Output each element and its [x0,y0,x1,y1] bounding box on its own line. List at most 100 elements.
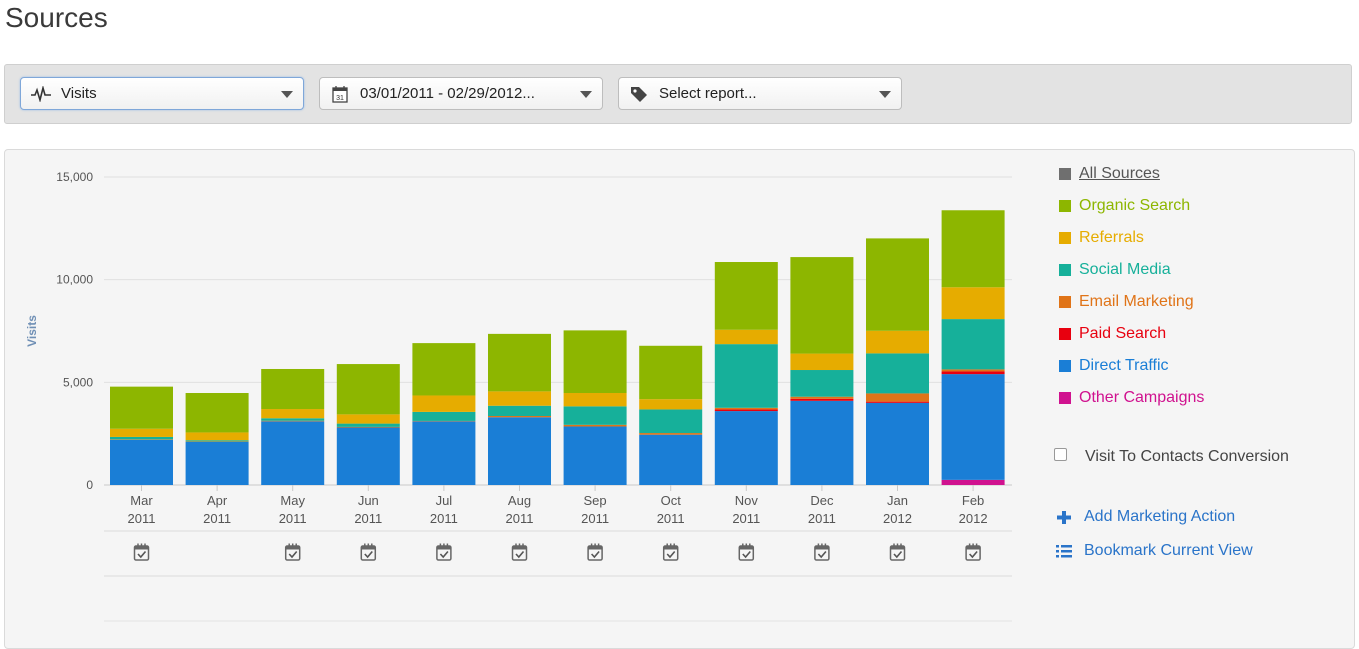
bar-segment-organic-search [564,330,627,393]
bar-segment-organic-search [942,210,1005,287]
legend-swatch [1059,232,1071,244]
legend-label: Referrals [1079,228,1144,248]
bar-segment-social-media [942,319,1005,369]
calendar-check-icon[interactable] [286,544,300,561]
bar-segment-direct-traffic [412,421,475,485]
bar-segment-organic-search [488,334,551,391]
x-tick-label-month: May [280,493,305,508]
calendar-check-icon[interactable] [891,544,905,561]
calendar-check-icon[interactable] [437,544,451,561]
x-tick-label-month: Feb [962,493,984,508]
legend-swatch [1059,200,1071,212]
bookmark-current-view-label: Bookmark Current View [1084,541,1253,561]
bar-segment-paid-search [942,371,1005,374]
legend-label: Paid Search [1079,324,1166,344]
bar-segment-email-marketing [337,427,400,428]
bar-segment-social-media [866,353,929,393]
x-tick-label-year: 2011 [279,511,307,526]
x-tick-label-year: 2011 [581,511,609,526]
x-tick-label-year: 2011 [354,511,382,526]
legend-swatch [1059,264,1071,276]
x-tick-label-year: 2011 [430,511,458,526]
bar-segment-social-media [790,370,853,397]
plus-icon [1056,509,1072,525]
x-tick-label-month: Sep [584,493,607,508]
calendar-check-icon[interactable] [664,544,678,561]
bar-segment-referrals [942,287,1005,319]
bar-segment-direct-traffic [564,426,627,485]
x-tick-label-month: Nov [735,493,759,508]
calendar-check-icon[interactable] [588,544,602,561]
x-tick-label-year: 2011 [506,511,534,526]
bar-segment-email-marketing [866,393,929,401]
bar-segment-direct-traffic [639,435,702,485]
bar-segment-organic-search [261,369,324,409]
x-tick-label-month: Dec [810,493,834,508]
y-tick-label: 0 [86,478,93,492]
x-tick-label-year: 2011 [732,511,760,526]
calendar-check-icon[interactable] [135,544,149,561]
bar-segment-direct-traffic [942,374,1005,480]
x-tick-label-year: 2011 [808,511,836,526]
bar-segment-referrals [110,429,173,437]
bar-segment-referrals [715,330,778,344]
x-tick-label-month: Mar [130,493,153,508]
x-tick-label-year: 2012 [959,511,988,526]
x-tick-label-month: Apr [207,493,228,508]
bar-segment-direct-traffic [261,421,324,485]
bar-segment-direct-traffic [110,440,173,485]
x-tick-label-year: 2011 [203,511,231,526]
x-tick-label-month: Aug [508,493,531,508]
x-tick-label-month: Jul [436,493,453,508]
bar-segment-organic-search [110,387,173,429]
bar-segment-email-marketing [942,369,1005,371]
calendar-check-icon[interactable] [739,544,753,561]
bar-segment-social-media [261,418,324,420]
bar-segment-direct-traffic [488,417,551,485]
bar-segment-email-marketing [715,408,778,410]
bar-segment-referrals [564,393,627,406]
legend-swatch [1059,360,1071,372]
calendar-check-icon[interactable] [815,544,829,561]
bar-segment-organic-search [412,343,475,395]
calendar-check-icon[interactable] [513,544,527,561]
bar-segment-direct-traffic [715,411,778,485]
calendar-check-icon[interactable] [966,544,980,561]
bar-segment-referrals [639,399,702,409]
bar-segment-referrals [337,414,400,423]
bar-segment-referrals [412,395,475,411]
y-tick-label: 10,000 [56,273,93,287]
bar-segment-direct-traffic [186,442,249,485]
bar-segment-social-media [110,437,173,439]
bar-segment-referrals [790,354,853,370]
legend-label: Social Media [1079,260,1171,280]
bar-segment-other-campaigns [942,480,1005,485]
bar-segment-organic-search [866,238,929,330]
bar-segment-direct-traffic [866,403,929,485]
bar-segment-paid-search [715,409,778,411]
bar-segment-paid-search [790,399,853,401]
x-tick-label-year: 2012 [883,511,912,526]
bar-segment-social-media [186,440,249,441]
bar-segment-paid-search [866,402,929,403]
legend-label: Organic Search [1079,196,1190,216]
conversion-checkbox[interactable] [1054,448,1067,461]
bar-segment-email-marketing [488,416,551,417]
legend-swatch [1059,168,1071,180]
y-axis-label: Visits [25,315,39,347]
x-tick-label-year: 2011 [657,511,685,526]
list-icon [1056,543,1072,559]
y-tick-label: 5,000 [63,375,93,389]
bar-segment-email-marketing [564,425,627,427]
bar-segment-referrals [866,331,929,354]
bar-segment-referrals [261,409,324,418]
bar-segment-organic-search [639,346,702,399]
x-tick-label-year: 2011 [128,511,156,526]
legend-swatch [1059,296,1071,308]
bar-segment-social-media [639,409,702,433]
bar-segment-organic-search [790,257,853,354]
bar-segment-referrals [488,391,551,405]
calendar-check-icon[interactable] [361,544,375,561]
bar-segment-organic-search [337,364,400,414]
legend-label: Email Marketing [1079,292,1194,312]
